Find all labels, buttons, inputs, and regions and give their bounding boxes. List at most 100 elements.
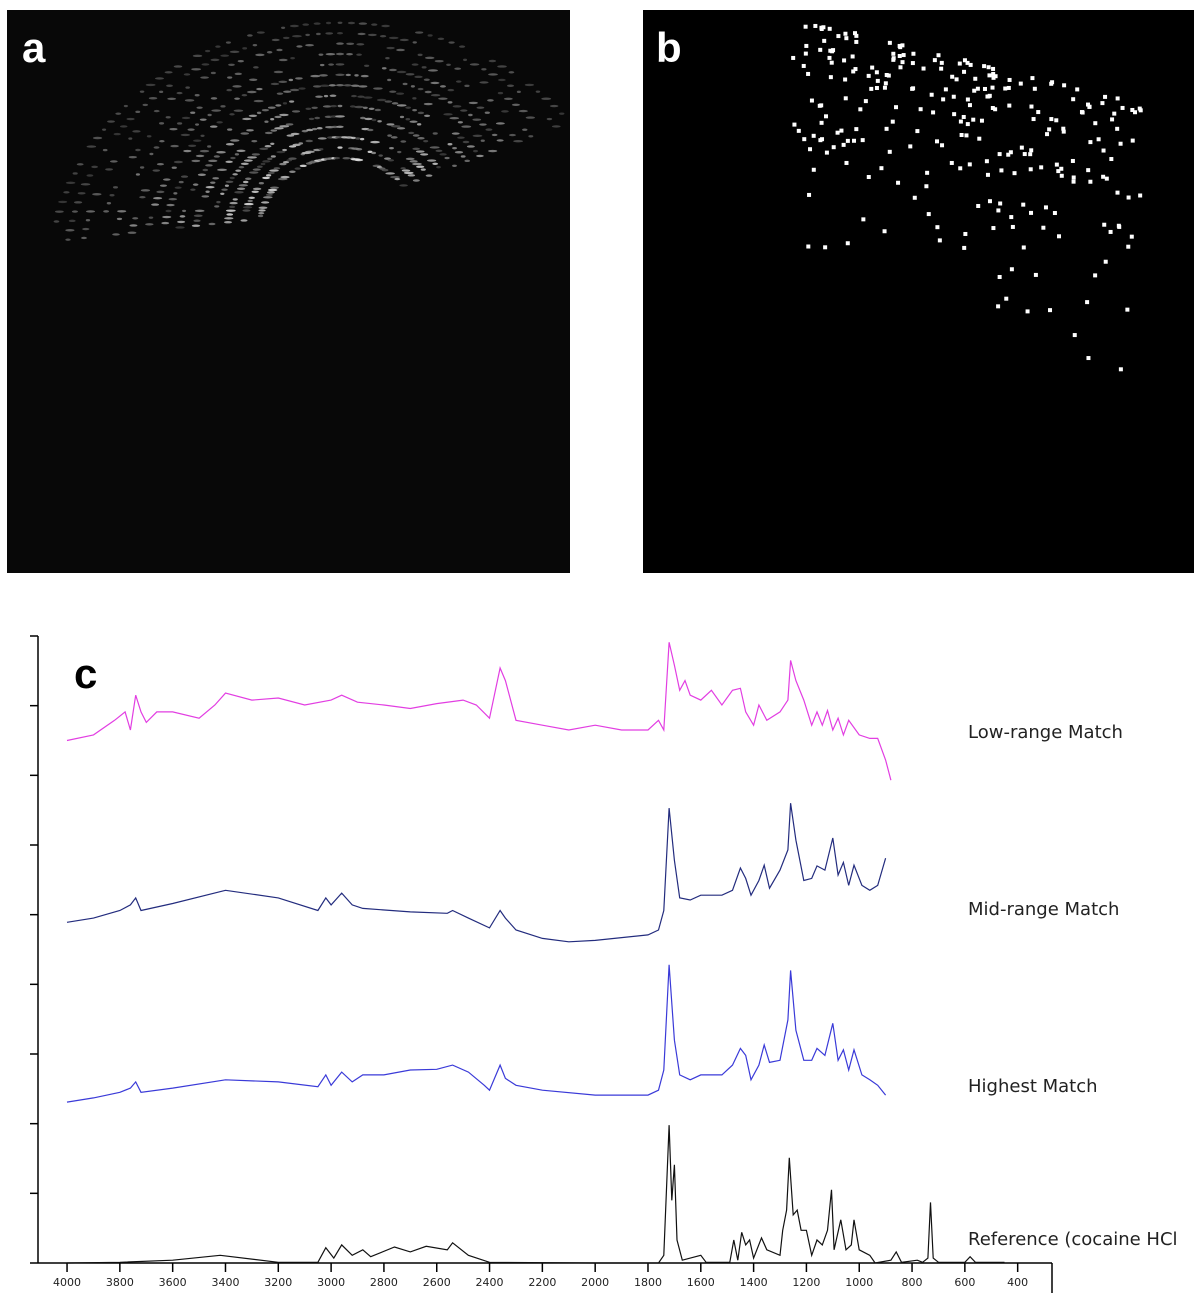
pixel xyxy=(870,65,875,70)
ridge-dot xyxy=(468,101,478,105)
ridge-dot xyxy=(469,63,480,66)
ridge-dot xyxy=(311,127,318,131)
ridge-dot xyxy=(252,43,258,47)
x-tick-label: 3600 xyxy=(159,1276,187,1289)
pixel xyxy=(965,97,970,102)
ridge-dot xyxy=(185,86,190,89)
ridge-dot xyxy=(308,117,315,121)
pixel xyxy=(852,138,857,143)
ridge-dot xyxy=(389,146,394,150)
ridge-dot xyxy=(260,162,266,166)
ridge-dot xyxy=(496,139,504,142)
ridge-dot xyxy=(192,54,203,58)
ridge-dot xyxy=(448,41,455,44)
pixel xyxy=(987,93,992,98)
ridge-dot xyxy=(335,73,345,77)
ridge-dot xyxy=(256,31,265,34)
pixel xyxy=(900,43,905,48)
ridge-dot xyxy=(106,202,112,205)
ridge-dot xyxy=(335,115,345,118)
ridge-dot xyxy=(128,137,133,140)
ridge-dot xyxy=(235,169,242,172)
ridge-dot xyxy=(65,229,75,232)
ridge-dot xyxy=(397,150,402,154)
ridge-dot xyxy=(214,205,220,208)
pixel xyxy=(943,87,948,92)
ridge-dot xyxy=(123,104,128,108)
ridge-dot xyxy=(296,45,303,48)
ridge-dot xyxy=(337,32,343,35)
ridge-dot xyxy=(415,31,424,34)
ridge-dot xyxy=(261,108,269,112)
pixel xyxy=(1072,333,1077,338)
ridge-dot xyxy=(488,73,498,76)
ridge-dot xyxy=(216,121,223,124)
ridge-dot xyxy=(305,150,315,154)
ridge-dot xyxy=(210,58,220,62)
ridge-dot xyxy=(285,123,294,126)
pixel xyxy=(932,58,937,63)
ridge-dot xyxy=(71,210,78,213)
ridge-dot xyxy=(229,50,240,54)
ridge-dot xyxy=(454,151,464,154)
pixel xyxy=(1030,76,1035,81)
ridge-dot xyxy=(367,33,377,37)
ridge-dot xyxy=(473,149,478,153)
ridge-dot xyxy=(245,177,252,180)
ridge-dot xyxy=(275,104,282,107)
ridge-dot xyxy=(117,210,127,213)
ridge-dot xyxy=(252,187,262,191)
pixel xyxy=(993,107,998,112)
ridge-dot xyxy=(276,92,284,95)
ridge-dot xyxy=(405,106,411,109)
ridge-dot xyxy=(464,159,471,163)
pixel xyxy=(1061,129,1066,134)
ridge-dot xyxy=(424,56,435,60)
ridge-dot xyxy=(364,64,370,67)
pixel xyxy=(860,138,865,143)
ridge-dot xyxy=(76,163,84,166)
ridge-dot xyxy=(316,127,323,130)
ridge-dot xyxy=(248,196,255,200)
pixel xyxy=(998,201,1003,206)
ridge-dot xyxy=(425,174,433,177)
pixel xyxy=(1112,111,1117,116)
ridge-dot xyxy=(247,156,257,159)
pixel xyxy=(1104,176,1109,181)
ridge-dot xyxy=(220,105,226,108)
ridge-dot xyxy=(371,151,377,155)
ridge-dot xyxy=(211,109,222,112)
ridge-dot xyxy=(264,131,273,135)
pixel xyxy=(996,208,1001,213)
ridge-dot xyxy=(412,162,422,166)
ridge-dot xyxy=(317,137,327,140)
ridge-dot xyxy=(73,201,83,204)
ridge-dot xyxy=(270,155,276,158)
ridge-dot xyxy=(286,134,295,137)
ridge-dot xyxy=(351,94,357,98)
pixel xyxy=(1036,110,1041,115)
ridge-dot xyxy=(290,56,295,60)
pixel xyxy=(858,107,863,112)
ridge-dot xyxy=(535,90,541,93)
x-tick-label: 2600 xyxy=(423,1276,451,1289)
ridge-dot xyxy=(65,181,76,185)
ridge-dot xyxy=(345,73,351,77)
ridge-dot xyxy=(298,87,306,90)
ridge-dot xyxy=(270,82,280,86)
pixel xyxy=(986,65,991,70)
ridge-dot xyxy=(498,78,506,82)
pixel xyxy=(1004,296,1009,301)
pixel xyxy=(1009,215,1014,220)
ridge-dot xyxy=(405,118,411,121)
ridge-dot xyxy=(168,197,178,201)
ridge-dot xyxy=(213,155,220,158)
pixel xyxy=(842,58,847,63)
ridge-dot xyxy=(288,78,294,82)
pixel xyxy=(1116,223,1121,228)
ridge-dot xyxy=(424,114,431,117)
image-panel-a xyxy=(7,10,570,573)
ridge-dot xyxy=(229,176,235,180)
ridge-dot xyxy=(462,140,470,144)
